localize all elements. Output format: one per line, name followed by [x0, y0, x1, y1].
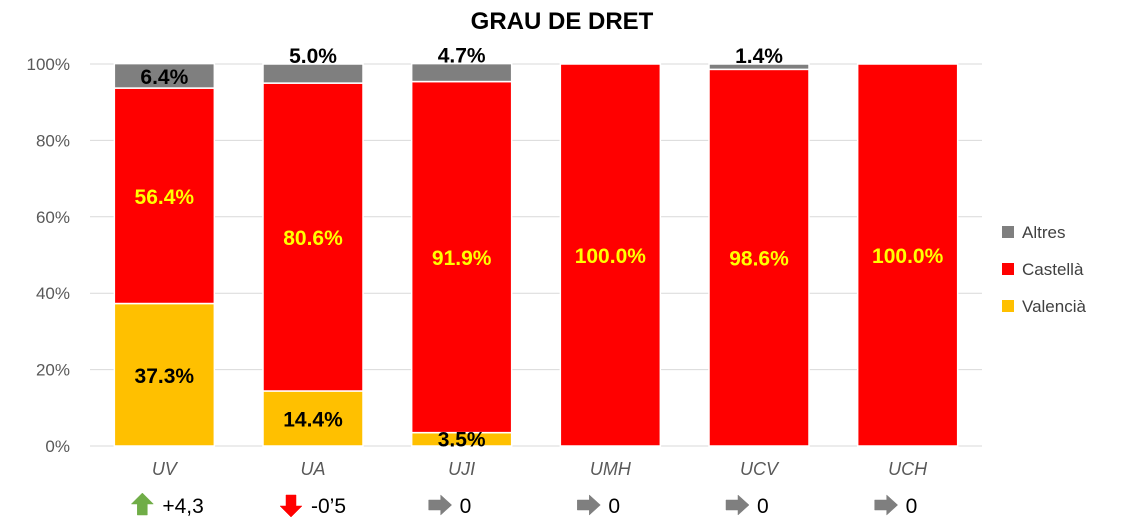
- y-tick-label: 20%: [36, 361, 70, 380]
- arrow-down-icon: [279, 494, 303, 518]
- legend: Altres Castellà Valencià: [1002, 223, 1086, 316]
- y-tick-label: 0%: [45, 437, 70, 456]
- data-label: 98.6%: [729, 248, 789, 271]
- x-category-label: UV: [152, 459, 179, 479]
- bar-segment: [708, 63, 810, 71]
- legend-swatch: [1002, 226, 1014, 238]
- change-value: 0: [906, 495, 918, 518]
- change-value: -0’5: [311, 495, 346, 518]
- bar-segment: [708, 68, 810, 447]
- change-value: +4,3: [162, 495, 203, 518]
- bar-segment: [113, 87, 216, 305]
- bar-segment: [113, 302, 216, 447]
- change-value: 0: [608, 495, 620, 518]
- x-category-label: UJI: [448, 459, 475, 479]
- data-label: 14.4%: [283, 408, 343, 431]
- chart-title: GRAU DE DRET: [471, 8, 654, 35]
- data-label: 37.3%: [135, 365, 195, 388]
- data-label: 4.7%: [438, 45, 486, 68]
- y-tick-label: 60%: [36, 208, 70, 227]
- data-label: 6.4%: [140, 66, 188, 89]
- x-category-label: UMH: [590, 459, 632, 479]
- x-category-label: UA: [300, 459, 325, 479]
- bar-segment: [262, 63, 364, 84]
- bar-segment: [410, 80, 513, 434]
- data-labels: 37.3% 56.4% 6.4% 14.4% 80.6% 5.0% 3.5% 91.9% 4.7…: [135, 45, 944, 452]
- arrow-right-icon: [428, 494, 453, 516]
- arrow-right-icon: [874, 494, 899, 516]
- legend-swatch: [1002, 300, 1014, 312]
- data-label: 3.5%: [438, 429, 486, 452]
- legend-label: Altres: [1022, 223, 1065, 242]
- bar-segment: [113, 62, 216, 89]
- data-label: 1.4%: [735, 45, 783, 68]
- legend-label: Valencià: [1022, 297, 1086, 316]
- data-label: 100.0%: [575, 245, 647, 268]
- bars: [113, 62, 959, 447]
- change-value: 0: [460, 495, 472, 518]
- data-label: 5.0%: [289, 45, 337, 68]
- arrow-up-icon: [130, 492, 154, 516]
- bar-segment: [262, 82, 364, 392]
- x-axis-categories: UV UA UJI UMH UCV UCH: [152, 459, 928, 479]
- y-tick-label: 40%: [36, 284, 70, 303]
- arrow-right-icon: [577, 494, 601, 516]
- x-category-label: UCV: [740, 459, 780, 479]
- y-tick-label: 80%: [36, 131, 70, 150]
- change-indicators: +4,3 -0’5 0 0 0 0: [130, 492, 918, 518]
- arrow-right-icon: [725, 494, 750, 516]
- y-axis-ticks: 0% 20% 40% 60% 80% 100%: [27, 55, 70, 456]
- x-category-label: UCH: [888, 459, 928, 479]
- bar-segment: [559, 63, 662, 447]
- legend-label: Castellà: [1022, 260, 1084, 279]
- legend-swatch: [1002, 263, 1014, 275]
- y-tick-label: 100%: [27, 55, 70, 74]
- data-label: 80.6%: [283, 227, 343, 250]
- data-label: 100.0%: [872, 245, 944, 268]
- data-label: 56.4%: [135, 186, 195, 209]
- bar-segment: [856, 63, 959, 447]
- gridlines: [90, 63, 982, 447]
- bar-segment: [410, 62, 513, 83]
- data-label: 91.9%: [432, 247, 492, 270]
- change-value: 0: [757, 495, 769, 518]
